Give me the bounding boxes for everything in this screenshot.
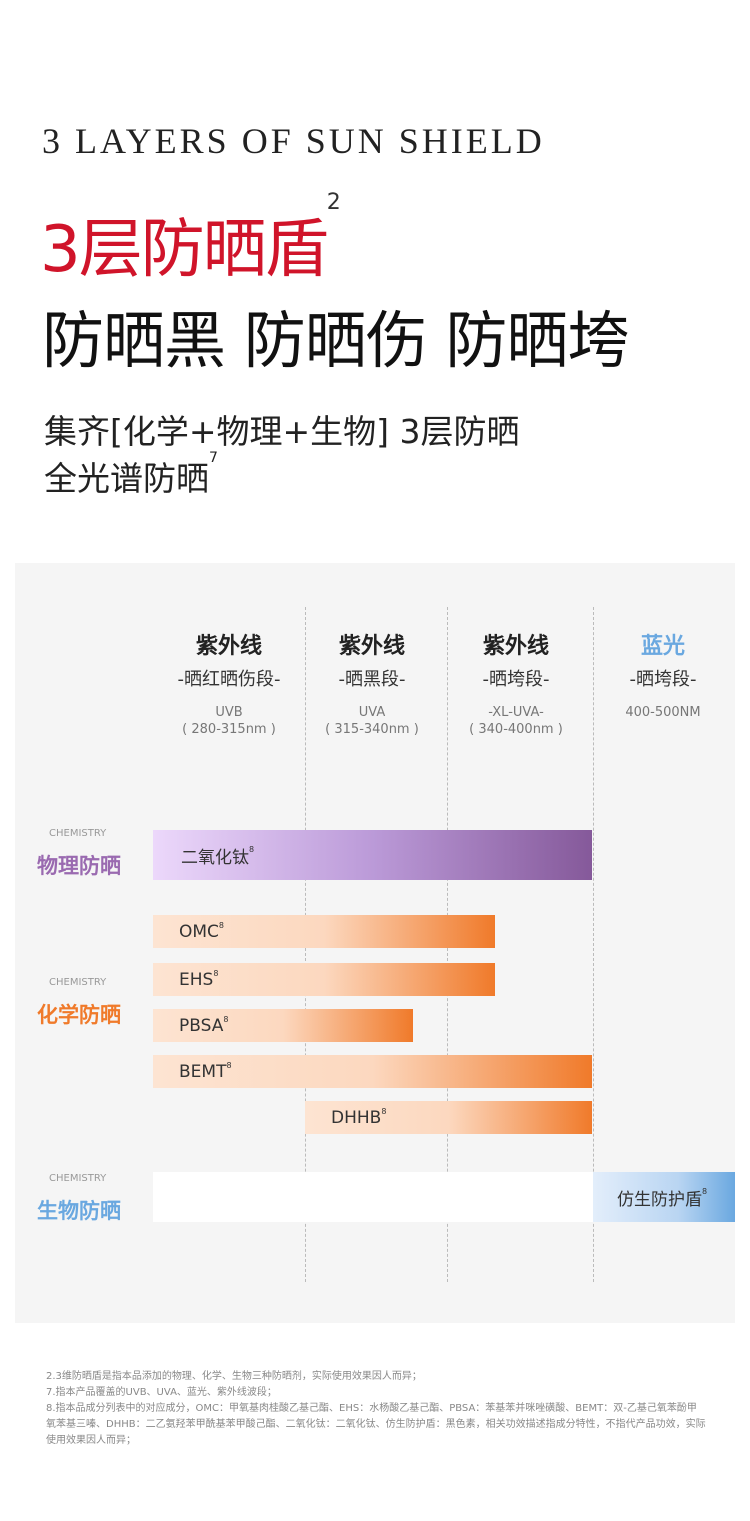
- title-note: 2: [326, 190, 341, 215]
- bar: EHS 8: [153, 963, 495, 996]
- column-title: 紫外线: [338, 634, 405, 659]
- bar: PBSA 8: [153, 1009, 413, 1042]
- bar-note: 8: [249, 844, 255, 854]
- column-range: ( 280-315nm ): [182, 722, 276, 737]
- bar-note: 8: [213, 969, 219, 978]
- group-tag: CHEMISTRY: [49, 977, 107, 988]
- bar-label: PBSA: [179, 1015, 224, 1036]
- column-range: ( 340-400nm ): [469, 722, 563, 737]
- group-label: 生物防晒: [37, 1199, 121, 1223]
- desc-text: 全光谱防晒: [44, 459, 209, 498]
- desc-line: 全光谱防晒7: [44, 450, 218, 500]
- desc-line: 集齐[化学+物理+生物] 3层防晒: [44, 412, 520, 451]
- bar-note: 8: [218, 921, 225, 930]
- desc-note: 7: [209, 450, 218, 466]
- column-range: UVA: [358, 705, 386, 720]
- bar-note: 8: [381, 1107, 387, 1116]
- column-range: ( 315-340nm ): [325, 722, 419, 737]
- slogan: 防晒黑 防晒伤 防晒垮: [42, 304, 629, 377]
- bar-label: DHHB: [331, 1107, 382, 1128]
- title: 3层防晒盾2: [40, 190, 341, 290]
- column-title: 紫外线: [195, 634, 262, 659]
- footnote: 7.指本产品覆盖的UVB、UVA、蓝光、紫外线波段；: [46, 1387, 277, 1398]
- footnote: 2.3维防晒盾是指本品添加的物理、化学、生物三种防晒剂，实际使用效果因人而异；: [46, 1371, 422, 1382]
- column-range: UVB: [215, 705, 243, 720]
- column-range: 400-500NM: [625, 705, 701, 720]
- en-title: 3 LAYERS OF SUN SHIELD: [42, 121, 545, 161]
- group-tag: CHEMISTRY: [49, 1173, 107, 1184]
- bar-label: 二氧化钛: [181, 847, 249, 868]
- bar-label: BEMT: [179, 1061, 227, 1082]
- bar: OMC 8: [153, 915, 495, 948]
- bar-note: 8: [223, 1015, 229, 1024]
- bar-note: 8: [702, 1186, 708, 1196]
- bar: 二氧化钛 8: [153, 830, 592, 880]
- divider: [593, 607, 594, 1282]
- group-tag: CHEMISTRY: [49, 828, 107, 839]
- bar-label: 仿生防护盾: [617, 1189, 702, 1210]
- column-title: 紫外线: [482, 634, 549, 659]
- bar: 仿生防护盾 8: [593, 1172, 735, 1222]
- bar-label: EHS: [179, 969, 214, 990]
- column-title: 蓝光: [640, 634, 685, 659]
- title-text: 3层防晒盾: [40, 213, 329, 287]
- bar: DHHB 8: [305, 1101, 592, 1134]
- bar-note: 8: [226, 1061, 232, 1070]
- track: [153, 1172, 593, 1222]
- group-label: 物理防晒: [37, 854, 121, 878]
- column-band: -晒黑段-: [338, 669, 406, 690]
- column-band: -晒红晒伤段-: [177, 669, 281, 690]
- column-range: -XL-UVA-: [488, 705, 544, 720]
- column-band: -晒垮段-: [482, 669, 550, 690]
- bar-label: OMC: [179, 921, 219, 942]
- footnote: 8.指本品成分列表中的对应成分，OMC：甲氧基肉桂酸乙基己酯、EHS：水杨酸乙基…: [46, 1403, 706, 1446]
- column-band: -晒垮段-: [629, 669, 697, 690]
- bar: BEMT 8: [153, 1055, 592, 1088]
- group-label: 化学防晒: [37, 1003, 121, 1027]
